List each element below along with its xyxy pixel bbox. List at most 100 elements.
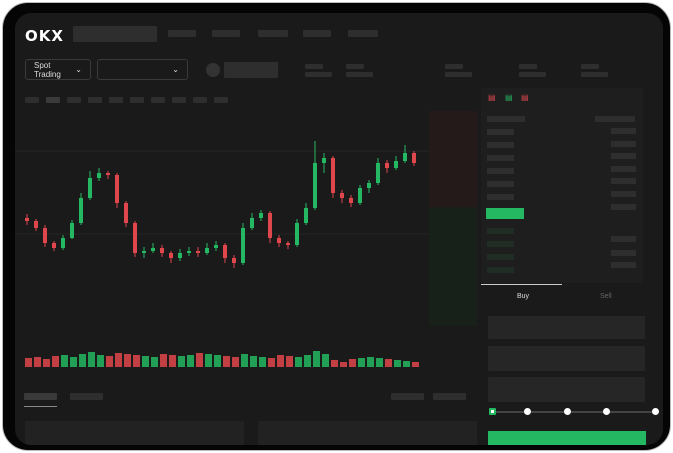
tab-history[interactable] [70, 393, 103, 400]
amount-input[interactable] [488, 346, 645, 371]
ask-amount [611, 128, 636, 134]
candle-body [142, 251, 146, 253]
stat [445, 64, 463, 69]
nav-item[interactable] [258, 30, 288, 37]
volume-bar [106, 356, 113, 367]
pair-dropdown[interactable]: ⌄ [97, 59, 188, 80]
volume-bar [385, 359, 392, 367]
orderbook-header [595, 116, 635, 122]
candle-body [160, 248, 164, 253]
volume-bar [376, 358, 383, 367]
candle-body [331, 158, 335, 193]
timeframe-button[interactable] [109, 97, 123, 103]
bid-amount [611, 250, 636, 256]
candle-body [358, 188, 362, 203]
tab-buy[interactable]: Buy [517, 293, 530, 300]
volume-bar [25, 358, 32, 367]
orderbook-bids-icon[interactable]: ▤ [505, 93, 513, 102]
slider-step[interactable] [524, 408, 531, 415]
volume-bar [412, 362, 419, 367]
volume-bar [250, 356, 257, 367]
okx-logo: OKX [25, 27, 64, 45]
ask-price [487, 155, 514, 161]
timeframe-button[interactable] [130, 97, 144, 103]
volume-bar [214, 355, 221, 367]
nav-item[interactable] [348, 30, 378, 37]
ask-price [487, 142, 514, 148]
ask-amount [611, 190, 636, 197]
volume-bar [403, 361, 410, 367]
volume-bar [394, 360, 401, 367]
slider-step[interactable] [652, 408, 659, 415]
market-type-dropdown[interactable]: Spot Trading ⌄ [25, 59, 91, 80]
timeframe-button[interactable] [193, 97, 207, 103]
timeframe-button[interactable] [67, 97, 81, 103]
slider-step[interactable] [489, 408, 496, 415]
stat [305, 72, 332, 77]
candle-body [286, 243, 290, 245]
volume-bar [340, 362, 347, 367]
filter[interactable] [433, 393, 466, 400]
candle-body [151, 248, 155, 251]
bid-price [487, 241, 514, 247]
last-price [486, 208, 524, 219]
nav-item[interactable] [168, 30, 196, 37]
timeframe-button[interactable] [172, 97, 186, 103]
volume-bar [367, 357, 374, 367]
candle-body [259, 213, 263, 218]
nav-item[interactable] [212, 30, 240, 37]
candle-body [43, 228, 47, 243]
tab-open-orders[interactable] [24, 393, 57, 400]
volume-bar [178, 356, 185, 367]
orderbook-asks-icon[interactable]: ▤ [521, 93, 529, 102]
timeframe-button[interactable] [214, 97, 228, 103]
candle-body [349, 198, 353, 203]
nav-item[interactable] [303, 30, 331, 37]
volume-bar [304, 355, 311, 367]
stat [445, 72, 472, 77]
ask-price [487, 129, 514, 135]
candle-body [412, 153, 416, 163]
volume-bar [322, 354, 329, 367]
candle-body [79, 198, 83, 223]
volume-bar [295, 357, 302, 367]
buy-tab-underline [481, 284, 562, 285]
orders-panel [25, 421, 244, 445]
candle-body [97, 173, 101, 178]
bid-price [487, 228, 514, 234]
timeframe-button[interactable] [46, 97, 60, 103]
timeframe-button[interactable] [25, 97, 39, 103]
search-bar[interactable] [73, 26, 157, 42]
orders-panel [258, 421, 477, 445]
slider-step[interactable] [564, 408, 571, 415]
bid-amount [611, 236, 636, 242]
orderbook-header [487, 116, 525, 122]
candle-body [403, 153, 407, 161]
buy-button[interactable] [488, 431, 646, 445]
ask-amount [611, 204, 636, 210]
tab-sell[interactable]: Sell [600, 293, 612, 300]
total-input[interactable] [488, 377, 645, 402]
volume-bar [259, 357, 266, 367]
volume-bar [331, 360, 338, 367]
volume-bar [358, 358, 365, 367]
candle-body [232, 258, 236, 263]
leverage-slider[interactable] [489, 408, 659, 415]
timeframe-button[interactable] [151, 97, 165, 103]
timeframe-button[interactable] [88, 97, 102, 103]
slider-step[interactable] [603, 408, 610, 415]
candle-body [313, 163, 317, 208]
candle-body [187, 251, 191, 253]
orderbook-both-icon[interactable]: ▤ [488, 93, 496, 102]
price-input[interactable] [488, 316, 645, 339]
filter[interactable] [391, 393, 424, 400]
volume-bar [313, 351, 320, 367]
candlestick-chart[interactable] [15, 109, 475, 379]
candle-body [304, 208, 308, 223]
candle-body [34, 221, 38, 228]
candle-body [178, 253, 182, 258]
volume-bar [151, 357, 158, 367]
volume-bar [223, 356, 230, 367]
stat [581, 64, 599, 69]
volume-bar [70, 357, 77, 367]
